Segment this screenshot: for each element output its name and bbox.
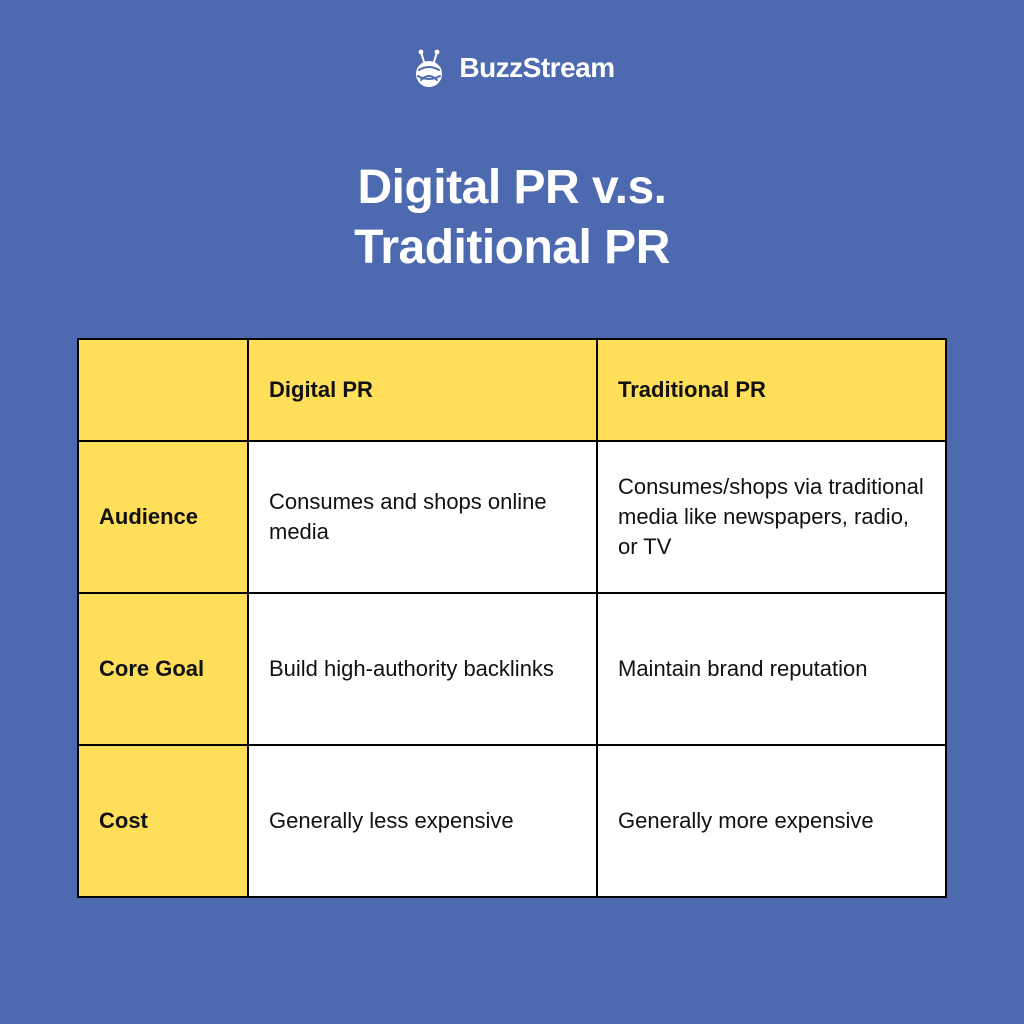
title-line-1: Digital PR v.s. (357, 161, 666, 214)
table-header-empty (79, 340, 249, 440)
cell-audience-digital: Consumes and shops online media (249, 442, 598, 592)
table-header-row: Digital PR Traditional PR (79, 340, 945, 442)
brand-name: BuzzStream (459, 52, 614, 84)
table-row: Cost Generally less expensive Generally … (79, 746, 945, 896)
page-title: Digital PR v.s. Traditional PR (354, 158, 670, 278)
cell-coregoal-digital: Build high-authority backlinks (249, 594, 598, 744)
cell-audience-traditional: Consumes/shops via traditional media lik… (598, 442, 945, 592)
brand-logo: BuzzStream (409, 48, 614, 88)
table-row: Core Goal Build high-authority backlinks… (79, 594, 945, 746)
title-line-2: Traditional PR (354, 221, 670, 274)
table-header-traditional: Traditional PR (598, 340, 945, 440)
cell-cost-digital: Generally less expensive (249, 746, 598, 896)
row-label-cost: Cost (79, 746, 249, 896)
table-header-digital: Digital PR (249, 340, 598, 440)
cell-coregoal-traditional: Maintain brand reputation (598, 594, 945, 744)
row-label-core-goal: Core Goal (79, 594, 249, 744)
cell-cost-traditional: Generally more expensive (598, 746, 945, 896)
comparison-table: Digital PR Traditional PR Audience Consu… (77, 338, 947, 898)
row-label-audience: Audience (79, 442, 249, 592)
table-row: Audience Consumes and shops online media… (79, 442, 945, 594)
yarn-ball-icon (409, 48, 449, 88)
